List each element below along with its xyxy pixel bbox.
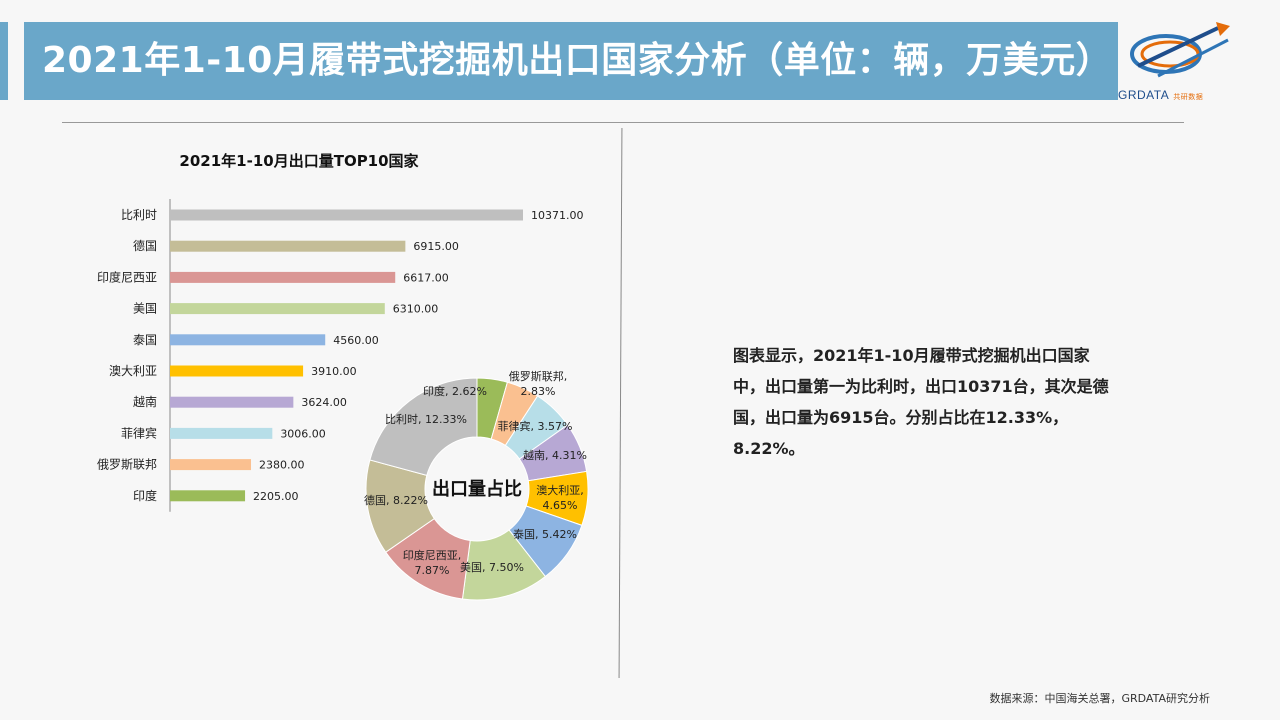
donut-slice-label: 印度, 2.62%: [423, 384, 487, 398]
data-source: 数据来源：中国海关总署，GRDATA研究分析: [989, 692, 1210, 705]
bar: [170, 427, 273, 439]
bar-value-label: 6310.00: [393, 303, 439, 316]
page-title: 2021年1-10月履带式挖掘机出口国家分析（单位：辆，万美元）: [42, 40, 1113, 81]
bar: [170, 303, 385, 315]
chart-area: 2021年1-10月出口量TOP10国家 比利时 10371.00 德国 6915.0…: [97, 152, 589, 601]
donut-slice-label: 越南, 4.31%: [523, 448, 587, 462]
description-text: 图表显示，2021年1-10月履带式挖掘机出口国家中，出口量第一为比利时，出口1…: [733, 346, 1109, 458]
bar-category-label: 俄罗斯联邦: [97, 458, 157, 472]
bar: [170, 365, 304, 377]
logo-wordmark: GRDATA: [1118, 88, 1170, 102]
bar: [170, 240, 406, 252]
logo-graphic: [1130, 22, 1230, 78]
header-divider: [62, 122, 1184, 123]
logo-subtext: 共研数据: [1173, 94, 1204, 101]
donut-slice-label: 比利时, 12.33%: [385, 413, 467, 426]
header-bar: 2021年1-10月履带式挖掘机出口国家分析（单位：辆，万美元）: [24, 22, 1118, 100]
bar-category-label: 美国: [133, 302, 157, 316]
company-logo: GRDATA 共研数据: [1118, 18, 1238, 102]
donut-slice-label: 德国, 8.22%: [364, 493, 428, 507]
bar-value-label: 4560.00: [333, 334, 379, 347]
bar: [170, 396, 294, 408]
donut-slice-label: 印度尼西亚, 7.87%: [403, 548, 462, 577]
donut-center-label: 出口量占比: [432, 478, 522, 500]
bar-category-label: 德国: [133, 238, 157, 253]
donut-slice-label: 俄罗斯联邦, 2.83%: [509, 370, 568, 398]
bar-value-label: 6617.00: [403, 271, 449, 284]
donut-slice: [369, 377, 478, 477]
donut-chart: 印度, 2.62% 俄罗斯联邦, 2.83% 菲律宾, 3.57% 越南, 4.31% 澳…: [364, 370, 589, 601]
bar: [170, 271, 396, 283]
bar-value-label: 2380.00: [259, 459, 305, 472]
bar-value-label: 3006.00: [280, 427, 326, 440]
bar-category-label: 菲律宾: [121, 425, 157, 440]
bar-chart: 比利时 10371.00 德国 6915.00 印度尼西亚 6617.00 美国 6310.0…: [97, 199, 584, 512]
bar: [170, 334, 326, 346]
donut-slice-label: 菲律宾, 3.57%: [498, 419, 573, 433]
donut-slice-label: 美国, 7.50%: [460, 561, 524, 574]
bar-value-label: 10371.00: [531, 209, 584, 222]
bar-chart-title: 2021年1-10月出口量TOP10国家: [179, 152, 418, 170]
donut-slice-label: 泰国, 5.42%: [513, 527, 577, 541]
bar-category-label: 印度: [133, 488, 157, 503]
bar-value-label: 3624.00: [301, 396, 347, 409]
bar-value-label: 2205.00: [253, 490, 299, 503]
bar-category-label: 泰国: [133, 333, 157, 347]
bar-category-label: 澳大利亚: [109, 364, 157, 378]
bar-category-label: 印度尼西亚: [97, 269, 157, 284]
bar-category-label: 越南: [133, 394, 157, 409]
header-accent: [0, 22, 8, 100]
bar-category-label: 比利时: [121, 208, 157, 222]
bar: [170, 209, 523, 221]
bar: [170, 490, 246, 502]
donut-slice-label: 澳大利亚, 4.65%: [536, 483, 584, 512]
bar-value-label: 6915.00: [413, 240, 459, 253]
bar: [170, 459, 252, 471]
bar-value-label: 3910.00: [311, 365, 357, 378]
logo-text: GRDATA 共研数据: [1118, 88, 1203, 102]
